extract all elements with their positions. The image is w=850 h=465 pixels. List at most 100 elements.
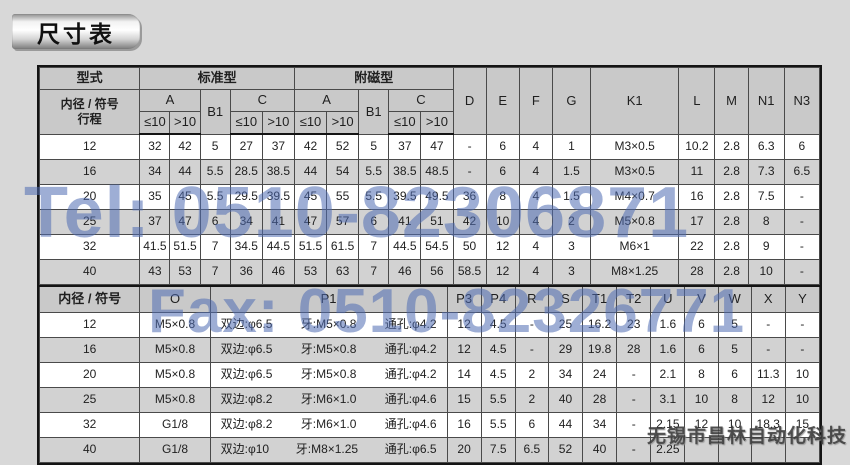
header-bore-symbol: 内径 / 符号 [60, 96, 119, 111]
p1-side: 双边:φ8.2 [220, 392, 273, 407]
cell: M3×0.5 [590, 159, 680, 185]
cell: 3 [551, 234, 592, 260]
cell: 10 [784, 387, 821, 413]
row-label: 20 [38, 362, 141, 388]
cell: 45 [293, 184, 328, 210]
cell: 25 [547, 312, 584, 338]
cell: 34 [139, 159, 171, 185]
cell: 53 [293, 259, 328, 285]
cell: 2 [514, 387, 549, 413]
cell: 53 [169, 259, 201, 285]
cell: 29.5 [229, 184, 263, 210]
header-col-b1-mag: B1 [358, 89, 390, 135]
cell: - [783, 209, 821, 235]
cell-p1: 双边:φ6.5 牙:M5×0.8 通孔:φ4.2 [209, 362, 448, 388]
cell: 4.5 [480, 362, 516, 388]
cell: 2.8 [714, 184, 749, 210]
cell: 38.5 [261, 159, 295, 185]
header-col-n1: N1 [747, 67, 785, 135]
cell: 45 [169, 184, 201, 210]
cell: 48.5 [420, 159, 454, 185]
p1-thread: 牙:M5×0.8 [300, 342, 357, 357]
cell: 46 [261, 259, 295, 285]
cell: 5 [199, 133, 231, 160]
cell: 42 [452, 209, 487, 235]
header-col-l: L [678, 67, 716, 135]
cell: 7 [199, 259, 231, 285]
cell: 1.6 [650, 312, 686, 338]
cell: 5.5 [199, 159, 231, 185]
cell: 57 [326, 209, 360, 235]
cell: 6 [485, 133, 520, 160]
cell: 36 [229, 259, 263, 285]
cell: 36 [452, 184, 487, 210]
cell: 63 [326, 259, 360, 285]
row-label: 32 [38, 234, 141, 260]
cell: 47 [420, 133, 454, 160]
header-col-r: R [514, 285, 549, 313]
cell: 7.3 [747, 159, 785, 185]
header-col-c-std: C [229, 89, 295, 112]
cell: - [514, 312, 549, 338]
table-row: 40 43 53 7 36 46 53 63 7 46 56 58.5 12 4… [38, 259, 821, 285]
page-title: 尺寸表 [37, 20, 115, 47]
cell: - [616, 437, 652, 463]
p1-thread: 牙:M6×1.0 [300, 392, 357, 407]
cell: 4 [518, 159, 553, 185]
cell: 28 [678, 259, 716, 285]
header-magnetic: 附磁型 [293, 67, 454, 90]
cell: 42 [293, 133, 328, 160]
table-row: 32 41.5 51.5 7 34.5 44.5 51.5 61.5 7 44.… [38, 234, 821, 260]
cell: 7 [358, 234, 390, 260]
header-col-t1: T1 [582, 285, 618, 313]
row-label: 16 [38, 337, 141, 363]
cell: 18.3 [750, 412, 786, 438]
dimension-table-main: 型式 标准型 附磁型 D E F G K1 L M N1 N3 内径 / 符号 … [38, 67, 821, 285]
cell: 6 [485, 159, 520, 185]
header-col-c-mag: C [388, 89, 454, 112]
cell: 4 [518, 234, 553, 260]
dimension-table: 型式 标准型 附磁型 D E F G K1 L M N1 N3 内径 / 符号 … [37, 65, 822, 465]
cell: - [616, 362, 652, 388]
cell: 52 [547, 437, 584, 463]
cell: 12 [446, 337, 482, 363]
cell-p1: 双边:φ6.5 牙:M5×0.8 通孔:φ4.2 [209, 337, 448, 363]
cell: M8×1.25 [590, 259, 680, 285]
cell: 2.8 [714, 159, 749, 185]
cell-p1: 双边:φ8.2 牙:M6×1.0 通孔:φ4.6 [209, 412, 448, 438]
cell: 44 [547, 412, 584, 438]
cell: 10 [747, 259, 785, 285]
cell: 55 [326, 184, 360, 210]
cell: 29 [547, 337, 584, 363]
cell: 47 [169, 209, 201, 235]
header-col-s: S [547, 285, 584, 313]
cell: 43 [139, 259, 171, 285]
cell: 2.8 [714, 259, 749, 285]
header-type: 型式 [38, 67, 141, 90]
header-stroke-range: >10 [261, 111, 295, 135]
cell: 2 [551, 209, 592, 235]
table-row: 40 G1/8 双边:φ10 牙:M8×1.25 通孔:φ6.5 20 7.5 … [38, 437, 821, 463]
cell: 44 [169, 159, 201, 185]
dimension-table-ports: 内径 / 符号 O P1 P3 P4 R S T1 T2 U V W X Y 1… [38, 285, 821, 463]
cell: 2.15 [650, 412, 686, 438]
p1-thread: 牙:M5×0.8 [300, 367, 357, 382]
cell: 5 [358, 133, 390, 160]
cell: 44.5 [261, 234, 295, 260]
cell [750, 437, 786, 463]
p1-side: 双边:φ10 [220, 442, 270, 457]
cell: 7.5 [747, 184, 785, 210]
cell: G1/8 [139, 437, 211, 463]
p1-through: 通孔:φ4.2 [384, 342, 437, 357]
cell: 52 [326, 133, 360, 160]
cell: 4 [518, 259, 553, 285]
cell: 12 [684, 412, 719, 438]
cell: 6 [684, 312, 719, 338]
cell: 15 [446, 387, 482, 413]
cell: 50 [452, 234, 487, 260]
row-label: 40 [38, 437, 141, 463]
cell: 7 [358, 259, 390, 285]
cell [717, 437, 752, 463]
header-stroke-range: >10 [169, 111, 201, 135]
cell: 41 [261, 209, 295, 235]
